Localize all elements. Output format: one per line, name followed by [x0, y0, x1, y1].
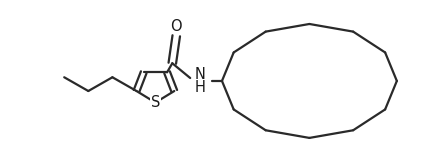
Text: O: O — [170, 20, 182, 34]
Text: N
H: N H — [194, 67, 205, 95]
Text: S: S — [150, 95, 160, 110]
